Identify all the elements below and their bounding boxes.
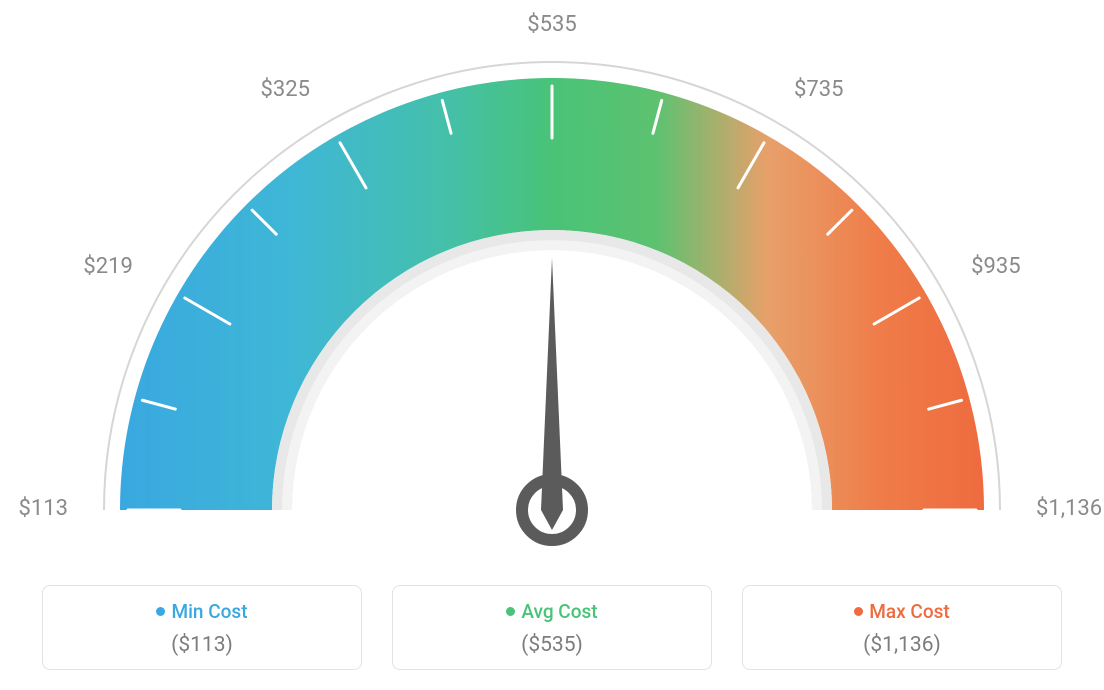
legend-label-min: Min Cost — [171, 600, 247, 623]
gauge-tick-label: $1,136 — [1036, 496, 1102, 521]
legend-value-min: ($113) — [53, 633, 351, 657]
legend-dot-avg — [506, 607, 515, 616]
legend-label-max: Max Cost — [869, 600, 949, 623]
legend-value-avg: ($535) — [403, 633, 701, 657]
legend-dot-min — [156, 607, 165, 616]
legend-row: Min Cost ($113) Avg Cost ($535) Max Cost… — [0, 585, 1104, 670]
legend-card-avg: Avg Cost ($535) — [392, 585, 712, 670]
gauge-tick-label: $735 — [794, 77, 843, 102]
legend-title-avg: Avg Cost — [506, 600, 597, 623]
legend-dot-max — [854, 607, 863, 616]
gauge-tick-label: $113 — [19, 496, 68, 521]
gauge-chart: $113 $219 $325 $535 $735 $935 $1,136 — [0, 0, 1104, 560]
gauge-tick-label: $219 — [83, 254, 132, 279]
legend-title-max: Max Cost — [854, 600, 949, 623]
gauge-svg — [52, 20, 1052, 560]
gauge-tick-label: $935 — [971, 254, 1020, 279]
legend-card-min: Min Cost ($113) — [42, 585, 362, 670]
legend-title-min: Min Cost — [156, 600, 247, 623]
gauge-tick-label: $325 — [261, 77, 310, 102]
legend-card-max: Max Cost ($1,136) — [742, 585, 1062, 670]
legend-label-avg: Avg Cost — [521, 600, 597, 623]
gauge-tick-label: $535 — [527, 12, 576, 37]
legend-value-max: ($1,136) — [753, 633, 1051, 657]
